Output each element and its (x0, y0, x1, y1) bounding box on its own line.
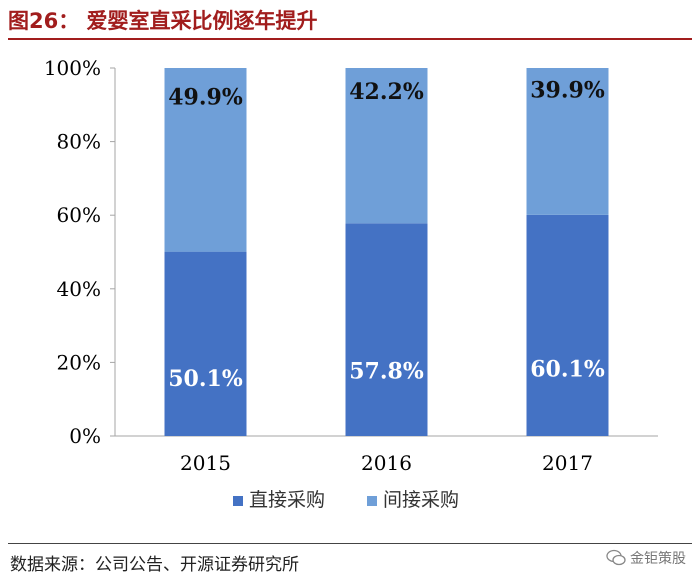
y-tick-label: 60% (57, 203, 101, 227)
legend-label: 间接采购 (383, 489, 459, 511)
watermark: 金钜策股 (606, 548, 686, 568)
data-label: 49.9% (168, 85, 243, 111)
legend-swatch (233, 496, 243, 506)
y-tick-label: 40% (57, 277, 101, 301)
y-tick-label: 80% (57, 130, 101, 154)
stacked-bar-chart: 0% 20% 40% 60% 80% 100% 50.1% 49.9% 2015 57.8% 42.… (44, 56, 658, 511)
legend-label: 直接采购 (249, 489, 325, 511)
wechat-icon (606, 549, 626, 566)
y-tick-label: 100% (44, 56, 101, 80)
bar-direct-2017 (526, 214, 609, 436)
bar-indirect-2016 (345, 68, 428, 224)
chart-area: 0% 20% 40% 60% 80% 100% 50.1% 49.9% 2015 57.8% 42.… (0, 42, 700, 542)
bar-direct-2015 (164, 251, 247, 436)
y-tick-label: 0% (69, 424, 101, 448)
x-tick-label: 2015 (180, 451, 231, 475)
source-note: 数据来源：公司公告、开源证券研究所 (10, 555, 299, 575)
y-tick-label: 20% (57, 350, 101, 374)
data-label: 57.8% (349, 359, 424, 385)
source-rule (8, 543, 692, 544)
figure-title: 图26： 爱婴室直采比例逐年提升 (8, 9, 318, 33)
figure-header: 图26： 爱婴室直采比例逐年提升 (8, 6, 692, 36)
bar-indirect-2017 (526, 68, 609, 215)
data-label: 39.9% (530, 77, 605, 103)
data-label: 60.1% (530, 356, 605, 382)
x-tick-label: 2016 (361, 451, 412, 475)
watermark-text: 金钜策股 (630, 551, 686, 567)
bar-indirect-2015 (164, 68, 247, 252)
title-rule (8, 38, 692, 40)
legend-swatch (367, 496, 377, 506)
bar-direct-2016 (345, 223, 428, 436)
x-tick-label: 2017 (542, 451, 593, 475)
data-label: 50.1% (168, 366, 243, 392)
data-label: 42.2% (349, 79, 424, 105)
